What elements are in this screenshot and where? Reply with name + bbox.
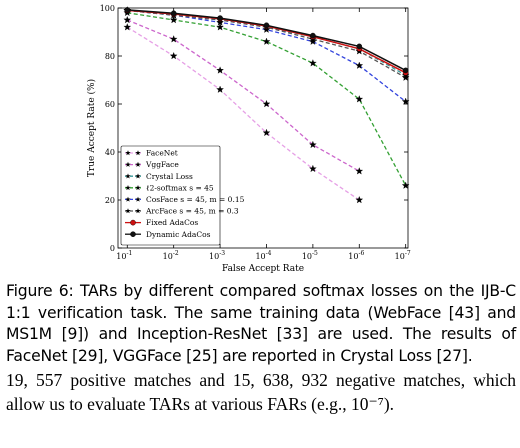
data-point xyxy=(262,37,271,45)
x-tick-label: 10-2 xyxy=(163,250,179,261)
series-dynamic-adacos xyxy=(124,7,409,74)
data-point xyxy=(169,51,178,60)
data-point xyxy=(124,7,131,13)
data-point xyxy=(216,66,224,74)
legend-box xyxy=(120,145,221,246)
x-axis-label: False Accept Rate xyxy=(222,264,304,274)
x-tick-label: 10-3 xyxy=(209,250,225,261)
series-facenet xyxy=(123,23,364,204)
legend-marker xyxy=(130,219,136,226)
data-point xyxy=(309,140,317,149)
legend-entry-label: VggFace xyxy=(145,160,179,169)
data-point xyxy=(216,18,224,26)
data-point xyxy=(262,128,271,137)
y-tick-label: 40 xyxy=(105,148,115,157)
x-tick-label: 10-6 xyxy=(348,250,364,261)
data-point xyxy=(123,23,132,31)
y-tick-label: 20 xyxy=(105,196,115,205)
legend-marker xyxy=(135,196,141,202)
data-point xyxy=(402,67,409,74)
y-tick-label: 60 xyxy=(105,100,115,109)
series-2-softmax-s-45 xyxy=(123,8,410,189)
legend-marker xyxy=(135,185,141,191)
data-point xyxy=(169,35,178,43)
legend-entry-label: CosFace s = 45, m = 0.15 xyxy=(146,195,245,204)
x-tick-label: 10-7 xyxy=(395,250,411,261)
series-arcface-s-45-m-0-3 xyxy=(123,6,410,81)
data-point xyxy=(355,95,364,103)
body-text: 19, 557 positive matches and 15, 638, 93… xyxy=(6,370,516,414)
legend-entry-label: ArcFace s = 45, m = 0.3 xyxy=(145,207,239,216)
series-line xyxy=(126,26,360,201)
y-tick-label: 0 xyxy=(110,244,115,253)
data-point xyxy=(401,181,410,189)
legend: FaceNet VggFace Crystal Loss ℓ2-softmax s =… xyxy=(120,145,245,246)
data-point xyxy=(216,85,224,93)
chart-svg: 0 20 40 60 80 100 10-1 10-2 10-3 10-4 10-5 10-6 10-7… xyxy=(86,4,411,274)
body-paragraph: 19, 557 positive matches and 15, 638, 93… xyxy=(6,368,516,416)
data-point xyxy=(310,32,316,39)
legend-marker xyxy=(125,208,131,214)
x-tick-label: 10-4 xyxy=(255,250,271,261)
plot-frame xyxy=(117,7,409,249)
data-point xyxy=(356,43,363,50)
data-point xyxy=(401,97,410,105)
data-point xyxy=(170,10,177,17)
series-vggface xyxy=(123,15,364,175)
legend-marker xyxy=(130,231,136,237)
legend-entry-label: Crystal Loss xyxy=(146,172,193,181)
legend-entry-label: Fixed AdaCos xyxy=(146,218,198,227)
series-line xyxy=(127,19,360,172)
tar-far-chart: 0 20 40 60 80 100 10-1 10-2 10-3 10-4 10-5 10-6 10-7… xyxy=(86,4,411,274)
data-point xyxy=(263,22,270,29)
data-point xyxy=(262,99,271,108)
legend-entry-label: ℓ2-softmax s = 45 xyxy=(146,183,214,192)
data-point xyxy=(401,73,410,81)
data-point xyxy=(355,167,364,175)
data-point xyxy=(309,164,317,173)
x-tick-label: 10-5 xyxy=(302,250,318,261)
legend-marker xyxy=(135,208,141,214)
data-point xyxy=(355,61,364,69)
y-tick-label: 100 xyxy=(100,4,115,13)
legend-marker xyxy=(135,161,141,167)
legend-entry-label: Dynamic AdaCos xyxy=(146,230,211,239)
data-point xyxy=(169,15,178,24)
y-axis-label: True Accept Rate (%) xyxy=(86,79,97,177)
data-point xyxy=(216,23,224,31)
caption-text: Figure 6: TARs by different compared sof… xyxy=(6,282,516,365)
data-point xyxy=(123,15,132,24)
series-line xyxy=(127,9,407,79)
data-point xyxy=(355,195,364,204)
legend-marker xyxy=(125,150,131,156)
legend-marker xyxy=(125,173,131,179)
legend-marker xyxy=(135,173,141,179)
data-point xyxy=(309,59,317,67)
legend-marker xyxy=(135,150,141,156)
data-point xyxy=(217,15,223,21)
legend-entry-label: FaceNet xyxy=(146,149,178,158)
x-tick-label: 10-1 xyxy=(116,250,132,261)
y-tick-label: 80 xyxy=(105,52,115,61)
legend-marker xyxy=(125,185,131,191)
legend-marker xyxy=(125,196,131,202)
legend-marker xyxy=(125,161,131,167)
figure-caption: Figure 6: TARs by different compared sof… xyxy=(6,281,516,367)
